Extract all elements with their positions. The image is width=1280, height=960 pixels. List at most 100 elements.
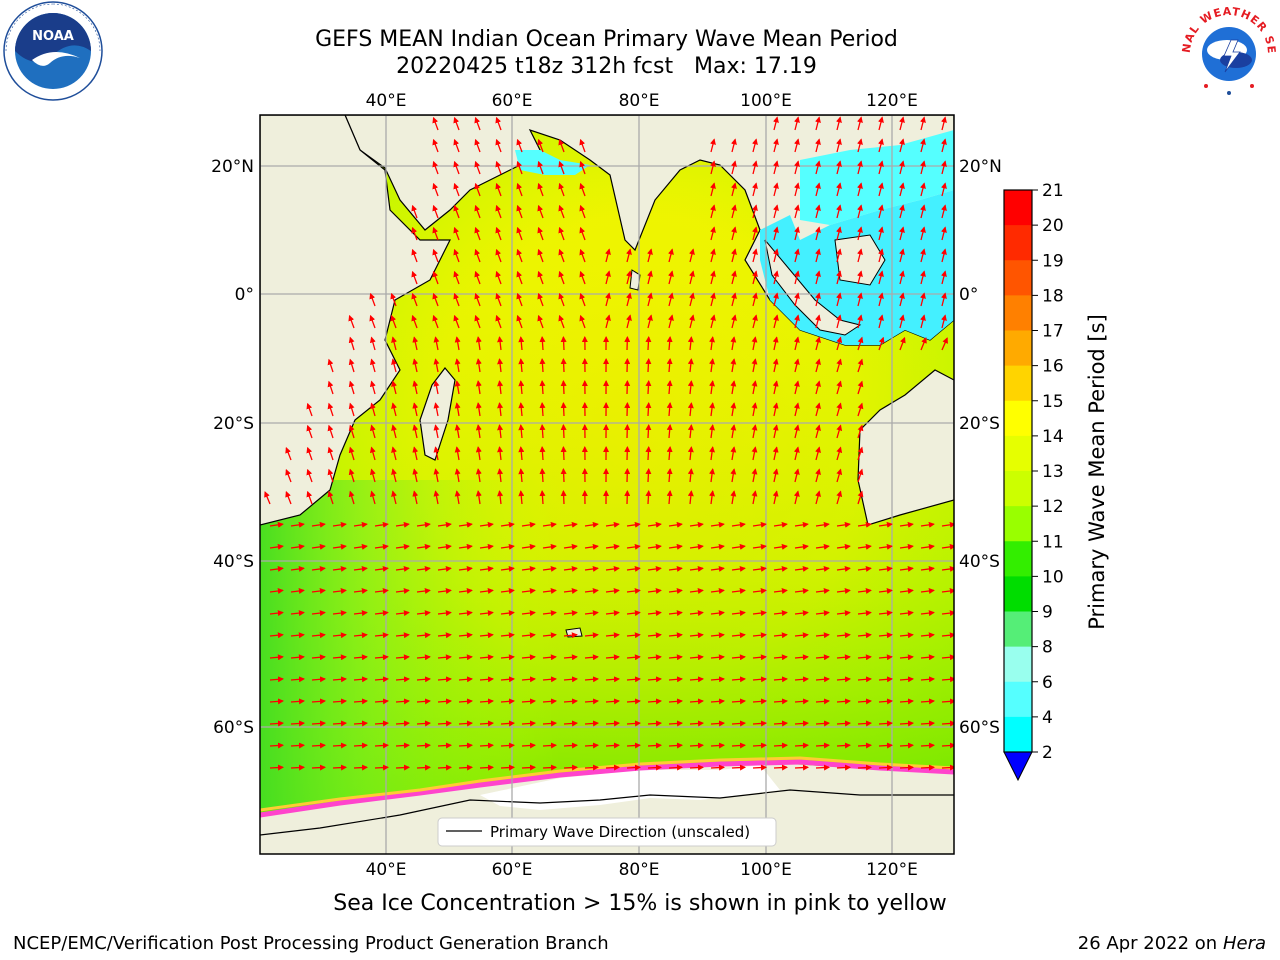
wave-arrow bbox=[521, 764, 536, 771]
wave-arrow bbox=[395, 565, 410, 572]
wave-arrow bbox=[269, 521, 284, 528]
wave-arrow bbox=[836, 468, 843, 483]
wave-arrow bbox=[920, 742, 935, 749]
wave-arrow bbox=[558, 314, 565, 329]
wave-arrow bbox=[353, 698, 368, 705]
wave-arrow bbox=[500, 676, 515, 683]
wave-arrow bbox=[432, 292, 439, 307]
wave-arrow bbox=[475, 336, 482, 351]
wave-arrow bbox=[560, 446, 567, 461]
wave-arrow bbox=[857, 380, 864, 395]
wave-arrow bbox=[285, 468, 292, 483]
wave-arrow bbox=[836, 698, 851, 705]
wave-arrow bbox=[327, 380, 334, 395]
wave-arrow bbox=[306, 446, 313, 461]
wave-arrow bbox=[454, 446, 461, 461]
wave-arrow bbox=[290, 698, 305, 705]
colorbar: 21 20 19 18 17 16 15 14 13 12 11 10 9 8 6 4 2 bbox=[1003, 181, 1064, 782]
lon-tick-top-60: 60°E bbox=[492, 91, 533, 111]
wave-arrow bbox=[899, 610, 914, 617]
wave-arrow bbox=[353, 742, 368, 749]
wave-arrow bbox=[899, 654, 914, 661]
wave-arrow bbox=[264, 491, 271, 505]
colorbar-tick-label: 6 bbox=[1042, 673, 1053, 693]
wave-arrow bbox=[332, 698, 347, 705]
wave-arrow bbox=[815, 270, 821, 285]
wave-arrow bbox=[878, 698, 893, 705]
wave-arrow bbox=[454, 490, 461, 505]
wave-arrow bbox=[709, 358, 716, 373]
wave-arrow bbox=[537, 160, 544, 175]
wave-arrow bbox=[290, 632, 305, 639]
wave-arrow bbox=[458, 521, 473, 528]
wave-arrow bbox=[857, 521, 872, 528]
wave-arrow bbox=[474, 182, 481, 197]
wave-arrow bbox=[899, 698, 914, 705]
wave-arrow bbox=[348, 424, 355, 439]
wave-arrow bbox=[941, 337, 948, 351]
wave-arrow bbox=[878, 138, 884, 153]
wave-arrow bbox=[899, 204, 905, 219]
wave-arrow bbox=[836, 720, 851, 727]
wave-arrow bbox=[290, 588, 305, 594]
wave-arrow bbox=[579, 270, 586, 285]
southwest-shading bbox=[260, 480, 560, 810]
colorbar-tick-label: 16 bbox=[1042, 357, 1064, 377]
wave-arrow bbox=[920, 138, 926, 153]
wave-arrow bbox=[327, 358, 334, 373]
wave-arrow bbox=[857, 632, 872, 639]
lat-tick-right-40s: 40°S bbox=[959, 552, 1000, 572]
wave-arrow bbox=[542, 654, 557, 661]
wave-arrow bbox=[458, 632, 473, 639]
wave-arrow bbox=[878, 292, 884, 307]
wave-arrow bbox=[395, 588, 410, 594]
wave-arrow bbox=[327, 424, 334, 439]
lon-tick-bottom-60: 60°E bbox=[492, 860, 533, 880]
wave-arrow bbox=[311, 742, 326, 749]
wave-arrow bbox=[437, 742, 452, 749]
wave-arrow bbox=[815, 380, 821, 395]
wave-arrow bbox=[516, 248, 523, 263]
wave-arrow bbox=[495, 138, 502, 153]
colorbar-tick-label: 8 bbox=[1042, 638, 1053, 658]
wave-arrow bbox=[311, 565, 326, 572]
wave-arrow bbox=[495, 204, 502, 219]
wave-arrow bbox=[668, 270, 674, 285]
wave-arrow bbox=[497, 490, 504, 505]
wave-arrow bbox=[668, 248, 674, 263]
wave-arrow bbox=[474, 248, 481, 263]
wave-arrow bbox=[731, 521, 746, 528]
wave-arrow bbox=[941, 632, 954, 639]
wave-arrow bbox=[369, 314, 376, 329]
wave-arrow bbox=[437, 521, 452, 528]
lat-tick-left-0: 0° bbox=[235, 285, 254, 305]
wave-arrow bbox=[920, 610, 935, 617]
wave-arrow bbox=[269, 720, 284, 727]
wave-arrow bbox=[521, 720, 536, 727]
wave-arrow bbox=[306, 490, 313, 505]
colorbar-tick-label: 2 bbox=[1042, 743, 1053, 763]
wave-arrow bbox=[432, 248, 439, 263]
wave-arrow bbox=[836, 292, 842, 307]
wave-arrow bbox=[731, 610, 746, 617]
wave-arrow bbox=[311, 764, 326, 771]
wave-arrow bbox=[941, 588, 954, 594]
wave-arrow bbox=[537, 226, 544, 241]
wave-arrow bbox=[605, 565, 620, 572]
chart-subtitle: 20220425 t18z 312h fcst Max: 17.19 bbox=[396, 54, 817, 79]
wave-arrow bbox=[878, 654, 893, 661]
colorbar-tick-label: 13 bbox=[1042, 462, 1064, 482]
wave-arrow bbox=[857, 226, 863, 241]
wave-arrow bbox=[332, 610, 347, 617]
wave-arrow bbox=[458, 764, 473, 771]
antarctica-landmass bbox=[260, 762, 954, 854]
wave-arrow bbox=[269, 676, 284, 683]
wave-arrow bbox=[332, 521, 347, 528]
wave-arrow bbox=[709, 424, 716, 439]
wave-arrow bbox=[730, 402, 737, 417]
wave-arrow bbox=[815, 204, 821, 219]
wave-arrow bbox=[605, 588, 620, 594]
wave-arrow bbox=[815, 336, 821, 351]
wave-arrow bbox=[412, 446, 419, 461]
wave-arrow bbox=[537, 138, 544, 153]
